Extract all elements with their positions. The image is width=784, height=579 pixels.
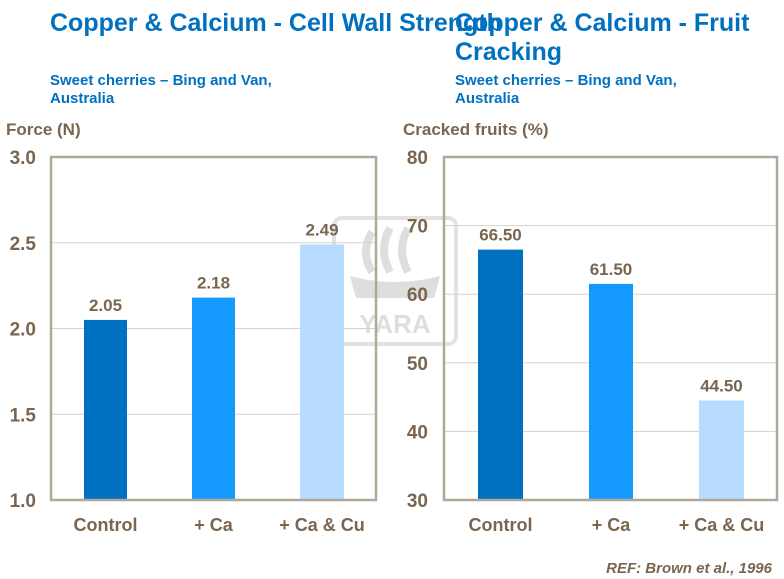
left-chart-subtitle: Sweet cherries – Bing and Van, Australia xyxy=(50,72,272,107)
right-y-axis-label: Cracked fruits (%) xyxy=(403,120,549,139)
right-chart-title: Copper & Calcium - Fruit Cracking xyxy=(455,9,750,66)
y-tick-label: 1.5 xyxy=(10,405,37,426)
bar-control xyxy=(84,319,127,500)
plot-frame xyxy=(442,155,779,502)
right-chart: 30 40 50 60 70 80 66.50 Control 61.50 + Ca 44.50 + … xyxy=(407,148,779,535)
right-chart-subtitle: Sweet cherries – Bing and Van, Australia xyxy=(455,72,677,107)
left-y-axis-label: Force (N) xyxy=(6,120,81,139)
bar-cacu xyxy=(699,400,744,500)
yara-watermark-logo: YARA xyxy=(332,216,458,346)
data-label: 61.50 xyxy=(590,260,633,279)
bar-ca xyxy=(192,297,235,500)
y-tick-label: 50 xyxy=(407,354,428,375)
data-label: 2.49 xyxy=(305,220,338,239)
left-chart: 1.0 1.5 2.0 2.5 3.0 2.05 Control 2.18 + Ca 2.49 + … xyxy=(10,148,378,535)
bar-control xyxy=(478,249,523,500)
watermark-text: YARA xyxy=(359,309,431,339)
y-tick-label: 1.0 xyxy=(10,491,36,512)
category-label: + Ca & Cu xyxy=(679,515,765,535)
category-label: Control xyxy=(469,515,533,535)
y-tick-label: 40 xyxy=(407,422,428,443)
data-label: 2.05 xyxy=(89,296,122,315)
data-label: 44.50 xyxy=(700,377,743,396)
left-chart-title: Copper & Calcium - Cell Wall Strength xyxy=(50,9,502,37)
y-tick-label: 80 xyxy=(407,148,428,169)
bar-ca xyxy=(589,283,633,500)
category-label: Control xyxy=(74,515,138,535)
y-tick-label: 2.5 xyxy=(10,234,37,255)
category-label: + Ca xyxy=(194,515,234,535)
reference-note: REF: Brown et al., 1996 xyxy=(606,560,772,577)
y-tick-label: 30 xyxy=(407,491,428,512)
y-tick-label: 2.0 xyxy=(10,320,36,341)
data-label: 66.50 xyxy=(479,226,522,245)
y-tick-label: 70 xyxy=(407,217,428,238)
category-label: + Ca xyxy=(592,515,632,535)
y-tick-label: 3.0 xyxy=(10,148,36,169)
plot-frame xyxy=(49,155,378,502)
category-label: + Ca & Cu xyxy=(279,515,365,535)
data-label: 2.18 xyxy=(197,274,230,293)
y-tick-label: 60 xyxy=(407,285,428,306)
bar-cacu xyxy=(300,244,344,500)
